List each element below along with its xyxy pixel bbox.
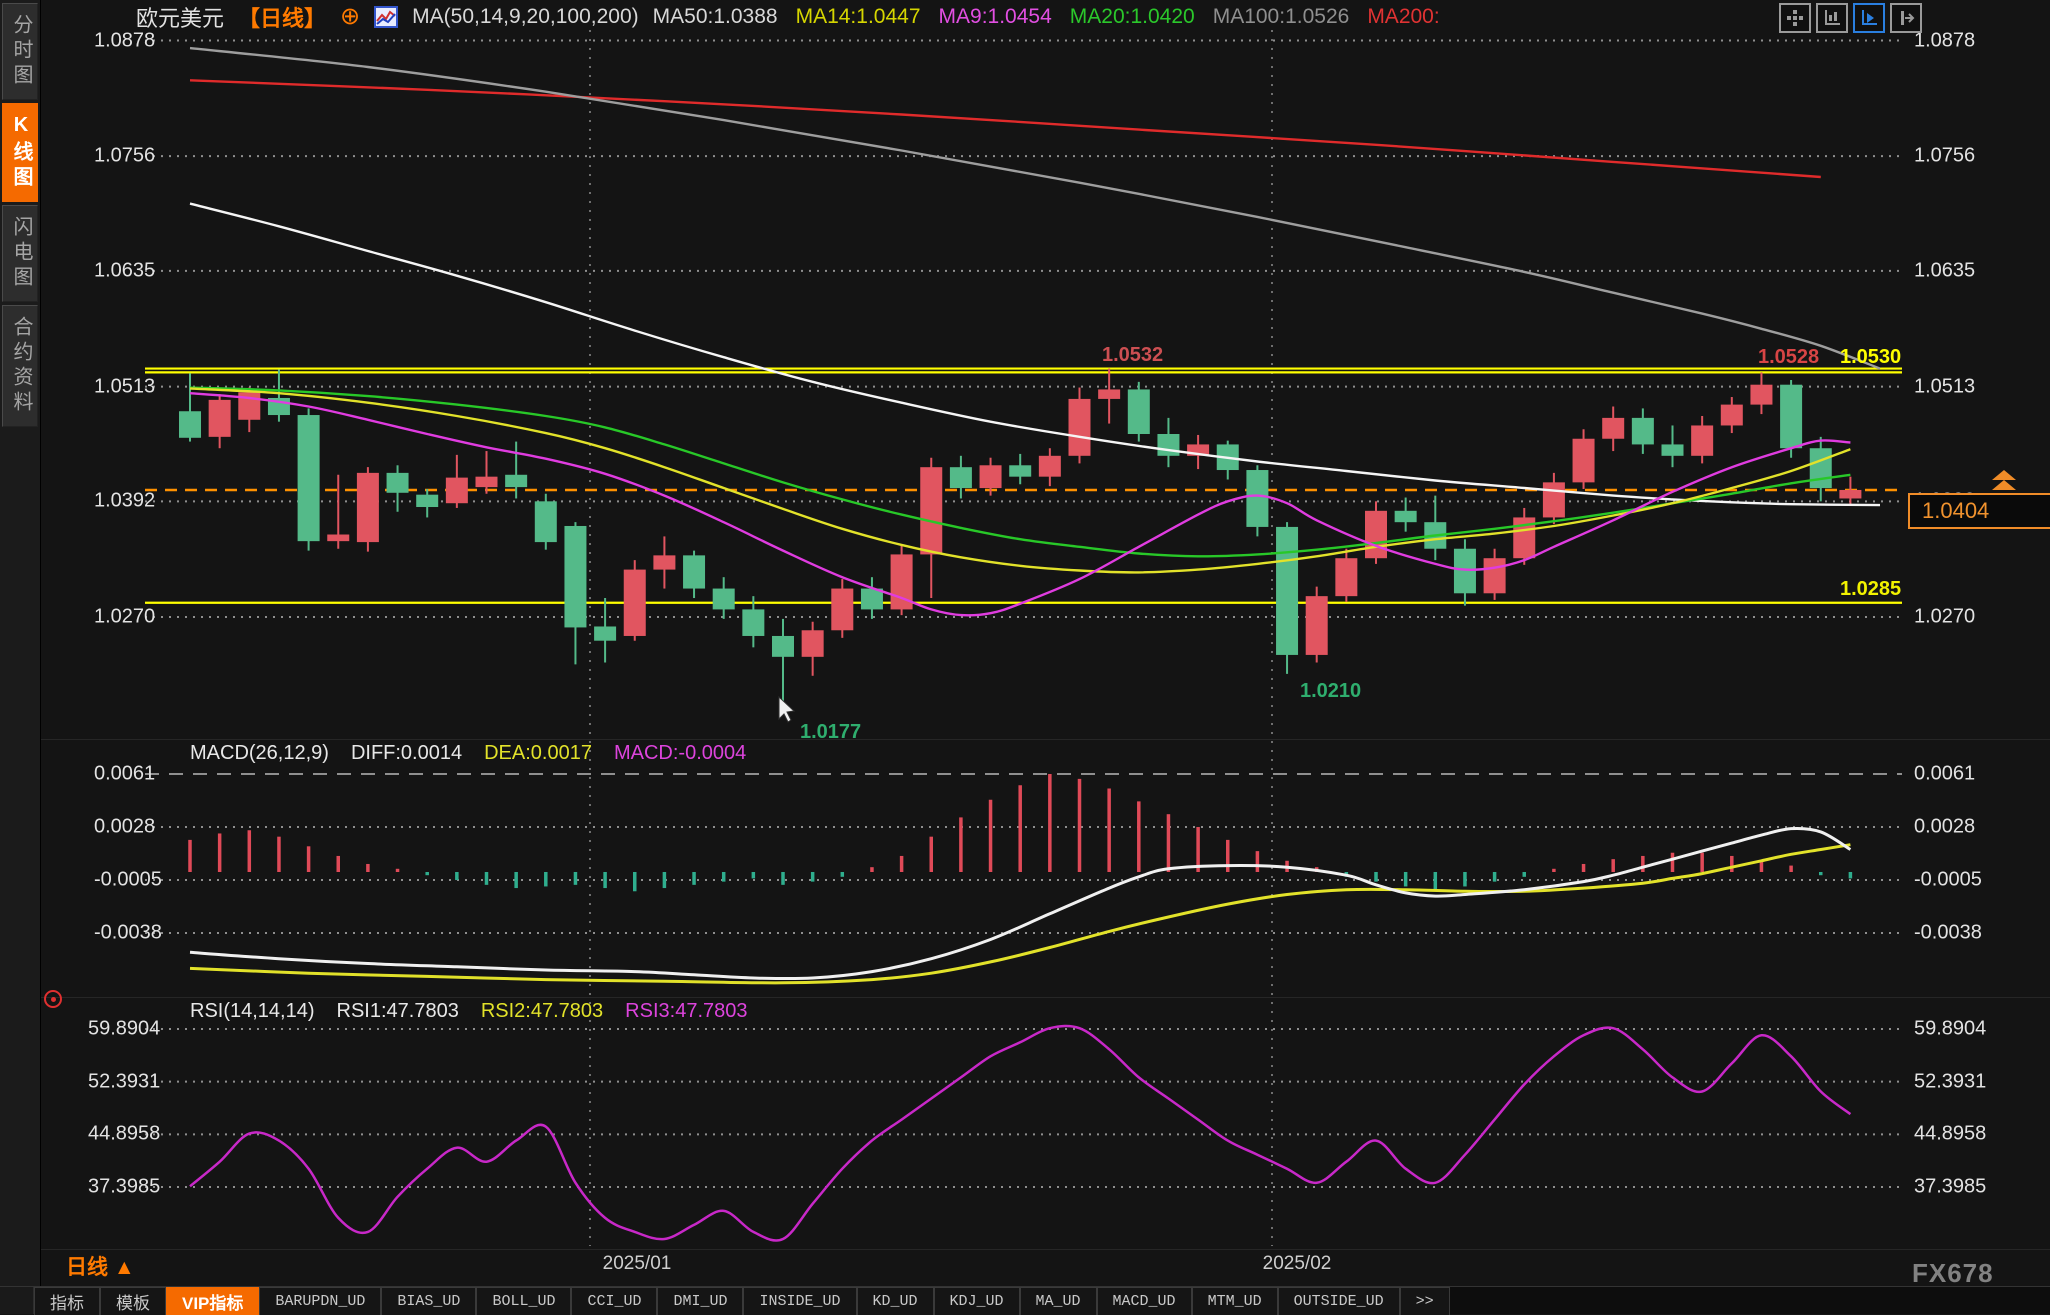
time-axis-label: 2025/02 (1262, 1253, 1332, 1274)
tab-[interactable]: >> (1399, 1287, 1450, 1315)
tab-kdj_ud[interactable]: KDJ_UD (933, 1287, 1020, 1315)
ma-legend-value: MA200: (1367, 5, 1440, 28)
tab-[interactable]: 指标 (34, 1287, 100, 1315)
price-annotation-low-jan: 1.0177 (800, 721, 862, 743)
tab-boll_ud[interactable]: BOLL_UD (476, 1287, 572, 1315)
macd-values: DIFF:0.0014 DEA:0.0017 MACD:-0.0004 (351, 742, 746, 765)
axis-tick-label: 1.0878 (94, 29, 156, 51)
ma-settings-label: MA(50,14,9,20,100,200) (412, 5, 639, 28)
rsi-panel-title: RSI(14,14,14) RSI1:47.7803 RSI2:47.7803 RS… (190, 1000, 748, 1023)
axis-tick-label: 0.0061 (94, 762, 156, 785)
price-annotation-level-1-0285: 1.0285 (1840, 578, 1902, 600)
axis-tick-label: 44.8958 (1914, 1122, 1987, 1145)
axis-tick-label: -0.0005 (1914, 868, 1982, 891)
chart-toolbar (1779, 3, 1922, 33)
tab-barupdn_ud[interactable]: BARUPDN_UD (259, 1287, 382, 1315)
axis-play-tool-icon[interactable] (1853, 3, 1885, 33)
axis-tick-label: 44.8958 (88, 1122, 161, 1145)
macd-title: MACD(26,12,9) (190, 742, 329, 764)
indicator-value: RSI1:47.7803 (336, 1000, 459, 1022)
axis-tick-label: 0.0061 (1914, 762, 1976, 785)
tab-outside_ud[interactable]: OUTSIDE_UD (1277, 1287, 1400, 1315)
axis-tick-label: 52.3931 (88, 1070, 161, 1093)
ma-legend-value: MA100:1.0526 (1212, 5, 1350, 28)
axis-tick-label: -0.0005 (94, 868, 162, 891)
axis-tick-label: 1.0270 (1914, 605, 1976, 628)
tab-[interactable]: 模板 (100, 1287, 166, 1315)
macd-panel-title: MACD(26,12,9) DIFF:0.0014 DEA:0.0017 MACD:… (190, 742, 746, 765)
chart-type-sidebar: 分时图 K线图 闪电图 合约资料 (0, 0, 41, 1314)
tab-cci_ud[interactable]: CCI_UD (571, 1287, 658, 1315)
price-annotation-low-feb: 1.0210 (1300, 680, 1362, 702)
ma-legend-value: MA20:1.0420 (1069, 5, 1195, 28)
tabbar-stub (0, 1287, 34, 1314)
axis-chart-tool-icon[interactable] (1816, 3, 1848, 33)
tab-vip[interactable]: VIP指标 (166, 1287, 260, 1315)
axis-tick-label: 1.0513 (1914, 375, 1976, 398)
axis-tick-label: 1.0635 (1914, 259, 1976, 282)
tab-ma_ud[interactable]: MA_UD (1019, 1287, 1097, 1315)
indicator-value: DEA:0.0017 (484, 742, 592, 764)
add-indicator-icon[interactable]: ⊕ (340, 3, 361, 30)
mini-chart-icon[interactable] (374, 6, 399, 28)
axis-tick-label: 1.0635 (94, 259, 156, 282)
ma-legend-value: MA50:1.0388 (652, 5, 778, 28)
axis-tick-label: 59.8904 (1914, 1017, 1987, 1040)
indicator-value: RSI2:47.7803 (480, 1000, 604, 1022)
record-indicator-icon (44, 990, 62, 1008)
indicator-tabbar: 指标 模板 VIP指标 BARUPDN_UD BIAS_UD BOLL_UD CCI_UD D… (0, 1286, 2050, 1315)
axis-tick-label: 1.0756 (1914, 144, 1976, 167)
rsi-values: RSI1:47.7803 RSI2:47.7803 RSI3:47.7803 (337, 1000, 748, 1023)
ma-legend-value: MA14:1.0447 (795, 5, 921, 28)
axis-tick-label: 59.8904 (88, 1017, 161, 1040)
fx678-watermark: FX678 (1912, 1258, 1994, 1288)
sidebar-item-active[interactable]: K线图 (2, 103, 38, 202)
price-up-arrows-icon (1984, 468, 2024, 501)
shift-right-tool-icon[interactable] (1890, 3, 1922, 33)
sidebar-item-chart-type[interactable]: 闪电图 (2, 205, 38, 302)
axis-tick-label: 37.3985 (88, 1175, 161, 1198)
axis-tick-label: 0.0028 (94, 815, 156, 838)
tab-mtm_ud[interactable]: MTM_UD (1191, 1287, 1278, 1315)
period-badge[interactable]: 【日线】 (238, 6, 327, 31)
tab-macd_ud[interactable]: MACD_UD (1096, 1287, 1192, 1315)
axis-tick-label: -0.0038 (94, 921, 162, 944)
ma-legend: MA50:1.0388 MA14:1.0447 MA9:1.0454 MA20:1.0… (653, 5, 1440, 29)
indicator-value: DIFF:0.0014 (350, 742, 463, 764)
axis-tick-label: -0.0038 (1914, 921, 1982, 944)
axis-tick-label: 1.0392 (94, 489, 156, 512)
price-annotation-high-jan: 1.0532 (1102, 344, 1164, 366)
axis-tick-label: 1.0878 (1914, 29, 1976, 51)
axis-tick-label: 0.0028 (1914, 815, 1976, 838)
indicator-value: RSI3:47.7803 (625, 1000, 748, 1022)
axis-tick-label: 1.0270 (94, 605, 156, 628)
symbol-title: 欧元美元 (136, 6, 225, 31)
sidebar-item-chart-type[interactable]: 合约资料 (2, 305, 38, 427)
axis-tick-label: 1.0756 (94, 144, 156, 167)
tab-bias_ud[interactable]: BIAS_UD (381, 1287, 477, 1315)
axis-tick-label: 37.3985 (1914, 1175, 1987, 1198)
price-annotation-high-feb: 1.0528 (1758, 346, 1820, 368)
price-annotation-level-1-0530: 1.0530 (1840, 346, 1902, 368)
current-price-tag: 1.0404 (1908, 493, 2050, 529)
rsi-title: RSI(14,14,14) (190, 1000, 315, 1022)
tab-kd_ud[interactable]: KD_UD (856, 1287, 934, 1315)
axis-tick-label: 52.3931 (1914, 1070, 1987, 1093)
tab-dmi_ud[interactable]: DMI_UD (657, 1287, 744, 1315)
indicator-value: MACD:-0.0004 (613, 742, 747, 764)
time-axis-label: 2025/01 (602, 1253, 672, 1274)
sidebar-item-chart-type[interactable]: 分时图 (2, 3, 38, 100)
axis-tick-label: 1.0513 (94, 375, 156, 398)
chart-header: 欧元美元 【日线】 ⊕ MA(50,14,9,20,100,200) MA50:… (136, 2, 1440, 32)
timeframe-label[interactable]: 日线 ▲ (66, 1256, 135, 1279)
tab-inside_ud[interactable]: INSIDE_UD (743, 1287, 857, 1315)
move-tool-icon[interactable] (1779, 3, 1811, 33)
ma-legend-value: MA9:1.0454 (938, 5, 1052, 28)
